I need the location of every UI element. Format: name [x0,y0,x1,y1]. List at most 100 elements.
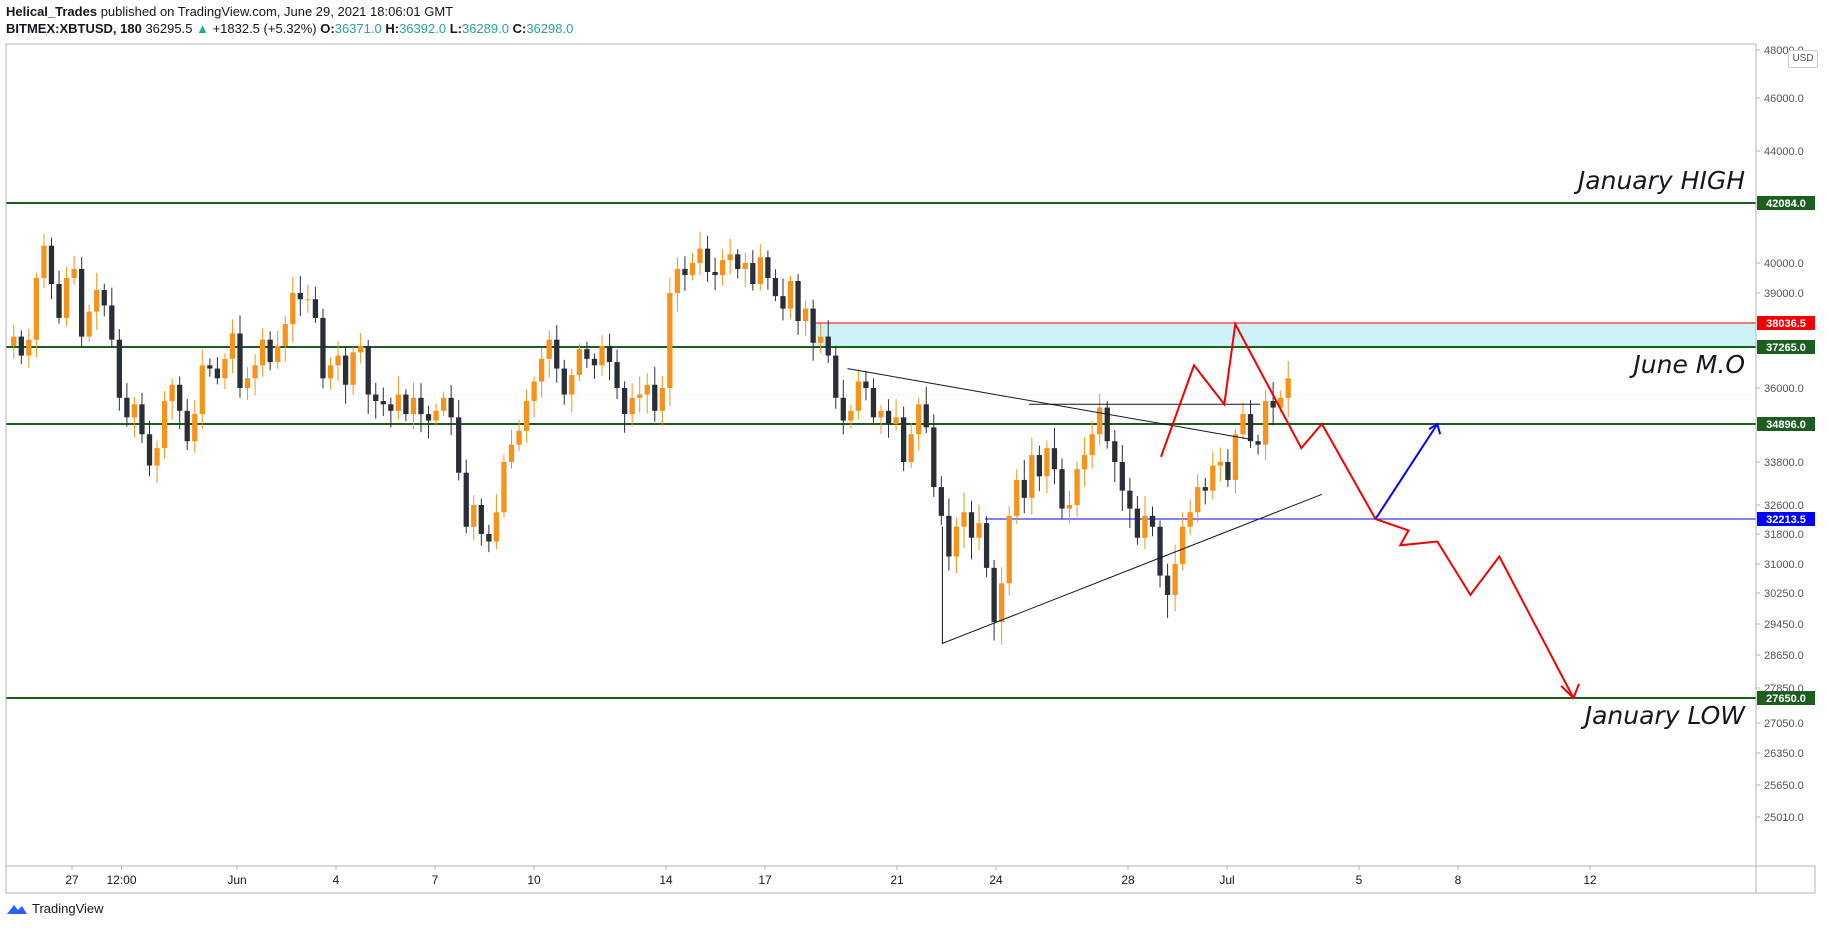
candle-body [606,345,613,363]
candle-body [312,299,319,318]
candle-body [358,345,364,353]
candle-body [621,388,628,415]
candle-body [1255,441,1261,445]
time-axis-frame [5,865,1816,894]
candle-body [848,410,854,421]
candle-body [1006,515,1012,584]
candle-body [305,299,311,301]
candle-body [1195,487,1201,513]
candle-body [116,339,122,398]
plot-frame [5,43,1757,867]
candle-body [282,324,288,346]
candle-body [26,339,32,356]
y-tick-label: 31800.0 [1764,529,1804,541]
candle-body [161,401,168,449]
open-label: O: [320,21,335,36]
y-tick-label: 28650.0 [1764,650,1804,662]
candle-body [908,434,914,462]
candle-body [267,339,273,363]
candle-body [71,269,77,278]
candle-body [931,427,937,488]
candle-body [222,358,228,379]
candle-body [765,257,771,278]
candle-body [825,336,831,356]
candle-body [109,305,115,340]
level-price-tag [1757,315,1815,330]
candle-body [56,284,62,318]
candle-body [795,281,801,322]
candle-body [169,384,175,402]
footer-brand[interactable]: TradingView [32,901,104,916]
candle-body [1180,526,1186,564]
author-name[interactable]: Helical_Trades [6,4,98,19]
low-label: L: [449,21,462,36]
candle-body [1262,401,1269,445]
candle-body [320,317,326,379]
level-price-tag [1757,417,1815,431]
high-value: 36392.0 [399,21,447,36]
triangle-support-line [941,493,1323,645]
candle-body [342,355,349,385]
candle-body [237,333,243,388]
candle-body [855,381,862,411]
candle-body [207,365,213,369]
candle-body [953,526,960,557]
symbol-label[interactable]: BITMEX:XBTUSD, 180 [6,21,142,36]
candle-body [448,397,454,418]
candle-body [471,505,477,527]
candle-body [938,487,944,516]
y-tick-label: 30250.0 [1764,588,1804,600]
candle-body [629,397,635,415]
candle-body [712,272,718,275]
y-tick-label: 44000.0 [1764,146,1804,158]
candle-body [1225,462,1231,480]
candle-body [101,290,107,306]
candle-body [923,404,929,428]
candle-body [584,349,590,359]
candle-body [659,388,665,411]
close-label: C: [512,21,527,36]
candle-body [1089,434,1095,456]
blue-arrow-head [1428,422,1442,435]
candle-body [63,278,70,318]
currency-badge[interactable]: USD [1788,50,1818,68]
candle-body [365,345,371,395]
candle-body [48,245,55,284]
candle-body [1157,526,1163,576]
candle-body [991,567,997,623]
candle-body [154,448,160,466]
tradingview-logo-icon[interactable] [6,902,28,916]
level-price-label: 27650.0 [1766,693,1806,705]
high-label: H: [385,21,400,36]
candle-body [177,384,183,411]
red-arrow-head [1560,683,1580,700]
candle-body [425,414,432,421]
candle-body [870,388,877,418]
candle-body [916,404,922,435]
candle-body [554,339,560,369]
y-tick-label: 31000.0 [1764,559,1804,571]
candle-body [968,512,975,538]
candle-body [373,394,379,402]
candle-body [1127,490,1133,509]
candle-body [561,368,567,395]
level-price-label: 32213.5 [1766,514,1806,526]
candle-body [463,472,469,527]
candle-body [983,523,990,568]
candle-body [1104,407,1110,442]
candle-body [139,404,145,435]
x-tick-label: 7 [432,873,439,887]
level-price-tag [1757,691,1815,705]
candle-body [275,345,281,363]
candle-body [614,362,620,388]
candle-body [395,394,402,411]
candle-body [18,336,24,356]
candle-body [327,365,334,379]
candle-body [697,248,703,263]
level-name-label: June M.O [1628,350,1745,379]
candle-body [810,308,816,343]
candle-body [523,401,530,431]
level-price-tag [1757,196,1815,210]
candle-body [131,404,138,418]
